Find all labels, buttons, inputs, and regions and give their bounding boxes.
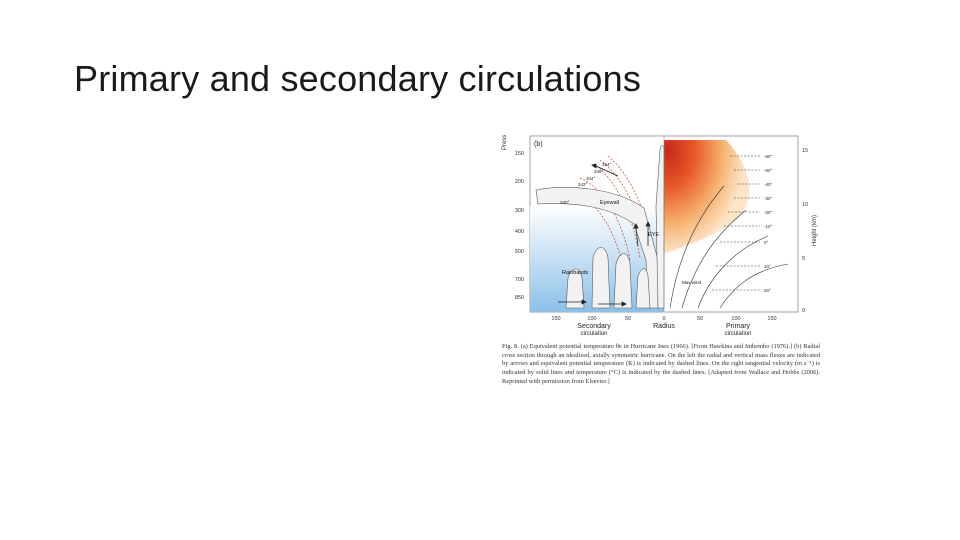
pressure-axis-label: Press — [502, 135, 508, 150]
temp-label: -30° — [764, 196, 773, 201]
height-axis-label: Height (km) — [812, 215, 818, 246]
temp-label: -20° — [764, 210, 773, 215]
theta-e-labels: 354° 349° 344° 342° 340° — [560, 162, 612, 205]
radius-tick: 0 — [662, 316, 665, 322]
theta-label: 344° — [586, 176, 596, 181]
radius-tick: 100 — [587, 316, 596, 322]
radius-ticks: 150 100 50 0 50 100 150 — [551, 316, 776, 322]
hurricane-cross-section-figure: (b) Press Height (km) 150 200 300 400 50… — [498, 126, 818, 410]
panel-label: (b) — [534, 141, 543, 148]
pressure-tick: 300 — [515, 208, 524, 214]
radius-tick: 100 — [731, 316, 740, 322]
flow-arrows — [558, 163, 651, 307]
temp-label: -40° — [764, 182, 773, 187]
secondary-circulation-label-line1: Secondary — [577, 323, 611, 330]
height-tick: 10 — [802, 202, 808, 208]
theta-label: 342° — [578, 182, 588, 187]
primary-circulation-label-line2: circulation — [724, 331, 751, 336]
primary-circulation-label-line1: Primary — [726, 323, 751, 330]
tangential-velocity-lines — [669, 185, 789, 309]
cross-section-svg: (b) Press Height (km) 150 200 300 400 50… — [502, 135, 818, 336]
radius-tick: 50 — [697, 316, 703, 322]
radius-tick: 150 — [551, 316, 560, 322]
pressure-tick: 700 — [515, 277, 524, 283]
max-wind-label: Max wind — [682, 280, 702, 285]
height-tick: 0 — [802, 308, 805, 314]
cloud-towers — [535, 145, 665, 309]
temp-label: -10° — [764, 224, 773, 229]
theta-label: 349° — [594, 169, 604, 174]
secondary-circulation-label-line2: circulation — [580, 331, 607, 336]
eye-label: EYE — [648, 232, 659, 238]
rainbands-label: Rainbands — [562, 270, 589, 276]
temp-label: -50° — [764, 168, 773, 173]
pressure-tick: 400 — [515, 229, 524, 235]
theta-label: 340° — [560, 200, 570, 205]
pressure-tick: 150 — [515, 151, 524, 157]
radius-axis-label: Radius — [653, 323, 675, 330]
temp-label: 10° — [764, 264, 771, 269]
slide-title: Primary and secondary circulations — [74, 58, 642, 99]
figure-caption: Fig. 8. (a) Equivalent potential tempera… — [502, 343, 820, 385]
height-tick: 5 — [802, 256, 805, 262]
radius-tick: 150 — [767, 316, 776, 322]
radius-tick: 50 — [625, 316, 631, 322]
temperature-labels: -60° -50° -40° -30° -20° -10° 0° 10° 20° — [764, 154, 773, 293]
pressure-ticks: 150 200 300 400 500 700 850 — [515, 151, 524, 301]
temperature-lines — [712, 155, 760, 291]
theta-label: 354° — [602, 162, 612, 167]
pressure-tick: 850 — [515, 295, 524, 301]
pressure-tick: 200 — [515, 179, 524, 185]
height-tick: 15 — [802, 148, 808, 154]
temp-label: 0° — [764, 240, 769, 245]
eyewall-label: Eyewall — [600, 200, 619, 206]
temp-label: 20° — [764, 288, 771, 293]
temp-label: -60° — [764, 154, 773, 159]
height-ticks: 15 10 5 0 — [802, 148, 808, 314]
warm-core-shading — [664, 140, 750, 254]
pressure-tick: 500 — [515, 249, 524, 255]
